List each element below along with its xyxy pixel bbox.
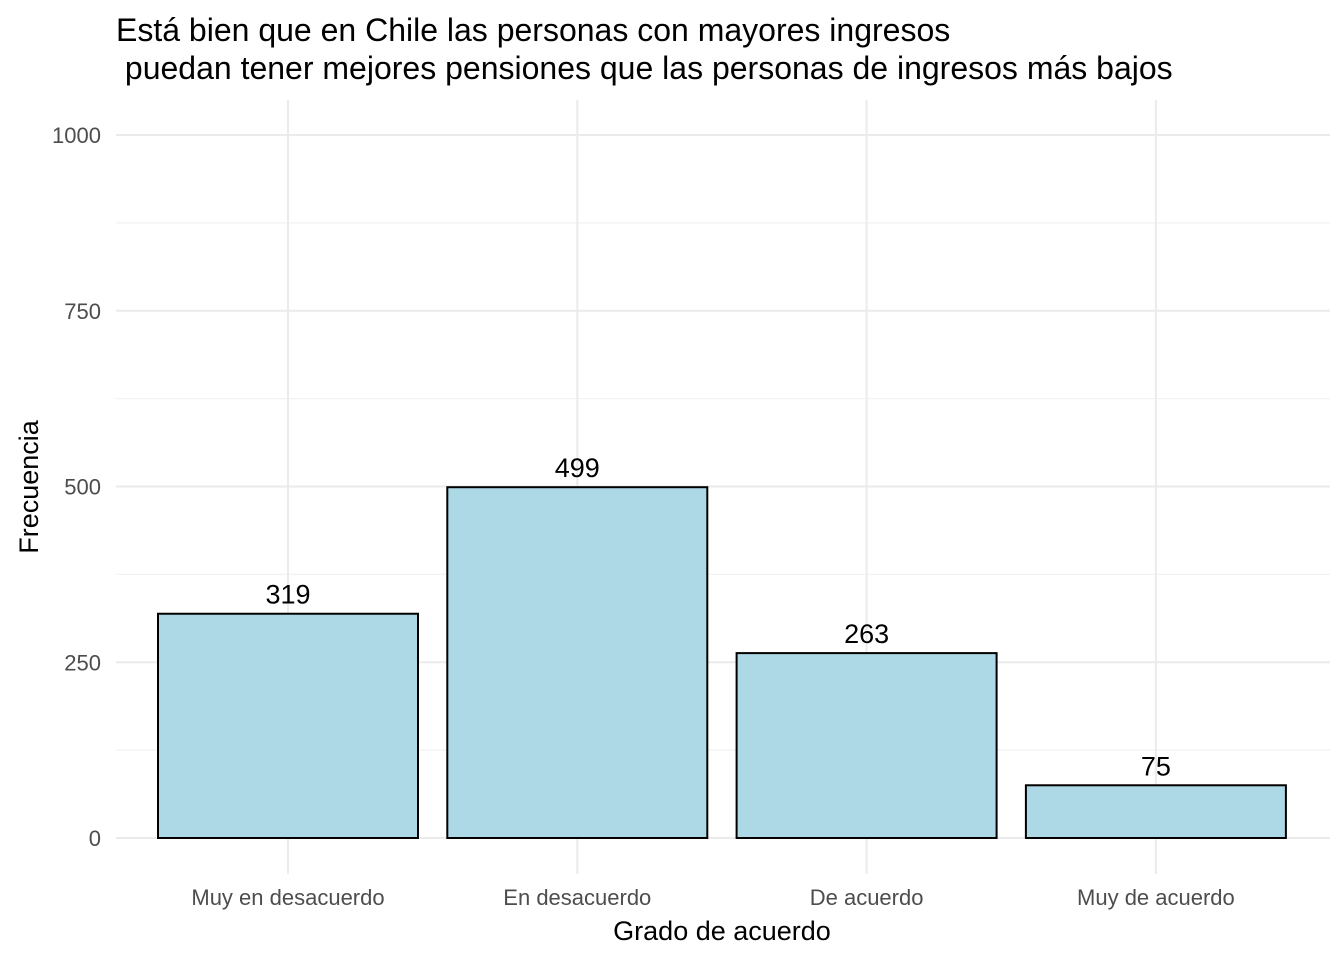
bar-value-label: 499: [555, 453, 600, 483]
x-axis-ticks: Muy en desacuerdo En desacuerdo De acuerdo…: [191, 885, 1234, 910]
bar-value-labels: 319 499 263 75: [265, 453, 1170, 781]
y-tick-label: 0: [89, 826, 101, 851]
x-tick-label: Muy en desacuerdo: [191, 885, 384, 910]
chart-title-line-1: Está bien que en Chile las personas con …: [116, 12, 950, 48]
bar-value-label: 319: [265, 580, 310, 610]
x-tick-label: En desacuerdo: [503, 885, 651, 910]
y-axis-title: Frecuencia: [14, 419, 44, 554]
bars: [157, 486, 1287, 840]
x-axis-title: Grado de acuerdo: [613, 916, 831, 946]
y-tick-label: 250: [64, 650, 101, 675]
chart-title-line-2: puedan tener mejores pensiones que las p…: [116, 50, 1173, 86]
y-axis-ticks: 0 250 500 750 1000: [52, 123, 101, 851]
bar-2: [735, 652, 998, 840]
bar-0: [157, 612, 419, 839]
y-tick-label: 1000: [52, 123, 101, 148]
y-tick-label: 500: [64, 475, 101, 500]
y-tick-label: 750: [64, 299, 101, 324]
bar-1: [446, 486, 709, 839]
x-tick-label: Muy de acuerdo: [1077, 885, 1235, 910]
x-tick-label: De acuerdo: [810, 885, 924, 910]
bar-value-label: 75: [1141, 751, 1171, 781]
bar-value-label: 263: [844, 619, 889, 649]
bar-3: [1024, 784, 1287, 840]
